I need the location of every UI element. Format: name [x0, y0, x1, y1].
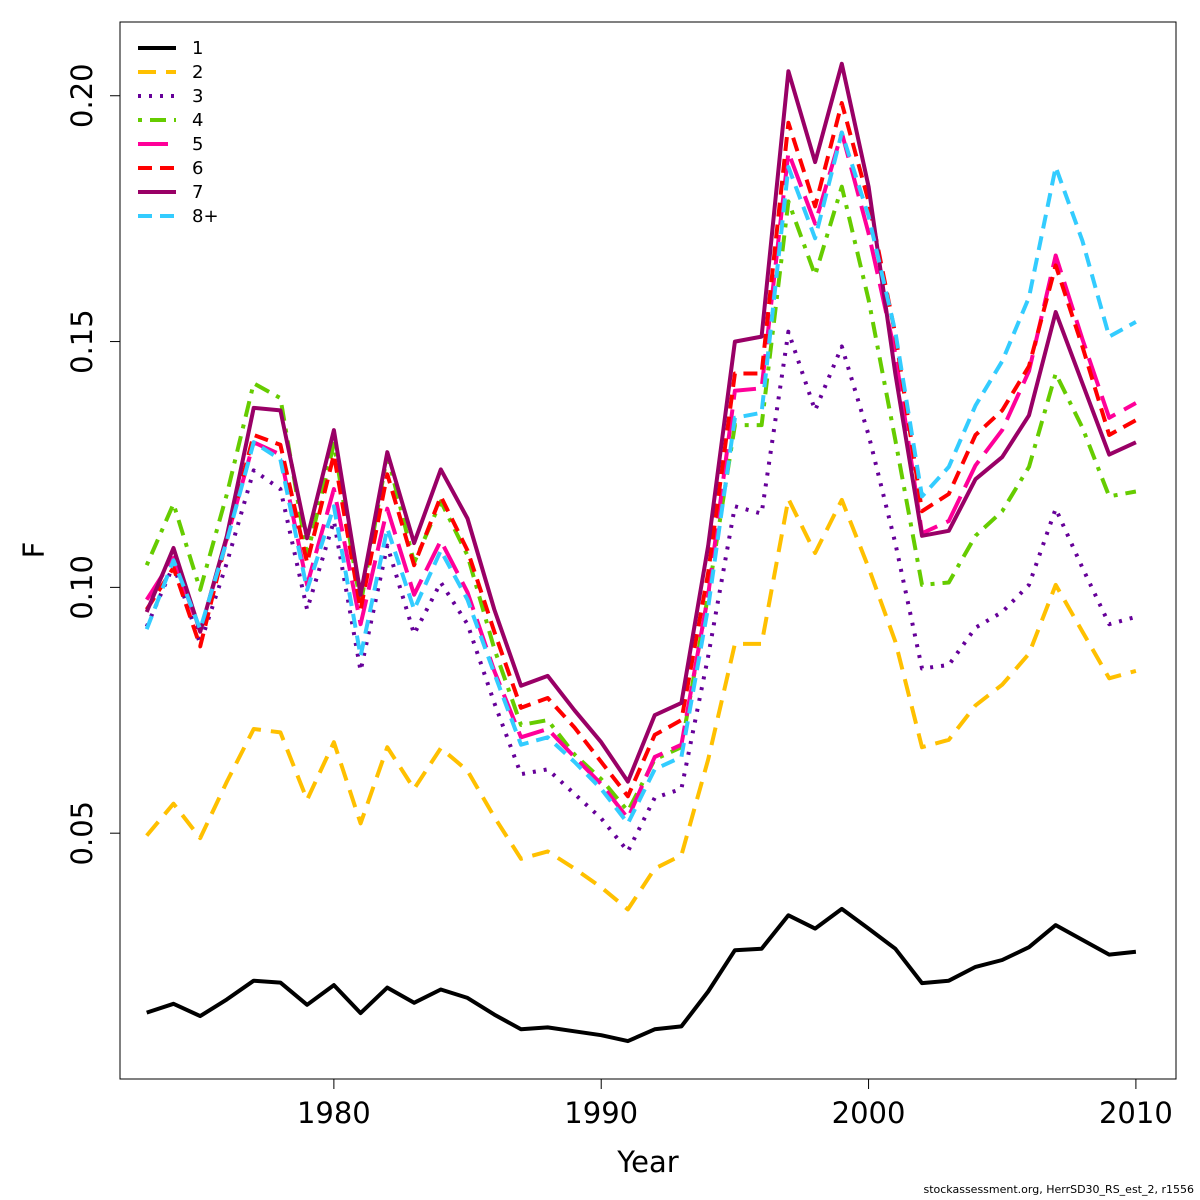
series-line-6 — [145, 101, 1137, 799]
y-tick-label: 0.10 — [65, 555, 99, 620]
legend-label-7: 7 — [192, 182, 203, 203]
legend-label-6: 6 — [192, 158, 203, 179]
x-tick-label: 2010 — [1099, 1096, 1173, 1130]
x-tick-label: 2000 — [832, 1096, 906, 1130]
series-line-5 — [145, 130, 1137, 821]
legend-label-5: 5 — [192, 134, 203, 155]
y-tick-label: 0.05 — [65, 801, 99, 866]
x-tick-label: 1990 — [564, 1096, 638, 1130]
credit-text: stockassessment.org, HerrSD30_RS_est_2, … — [923, 1183, 1194, 1196]
series-line-4 — [144, 184, 1137, 814]
series-line-7 — [144, 61, 1137, 784]
x-axis: 1980 1990 2000 2010 — [297, 1079, 1173, 1130]
x-tick-label: 1980 — [297, 1096, 371, 1130]
series-line-2 — [145, 496, 1137, 912]
legend-label-8: 8+ — [192, 206, 219, 227]
x-axis-label: Year — [616, 1145, 678, 1179]
legend-label-1: 1 — [192, 38, 203, 59]
legend-label-3: 3 — [192, 86, 203, 107]
y-axis: 0.05 0.10 0.15 0.20 — [65, 63, 120, 865]
legend: 1 2 3 4 5 6 7 8+ — [138, 38, 219, 227]
series-line-8 — [144, 130, 1137, 826]
y-tick-label: 0.15 — [65, 309, 99, 374]
series-line-1 — [146, 906, 1137, 1044]
series-line-3 — [144, 329, 1137, 854]
plot-frame — [119, 21, 1177, 1080]
legend-label-2: 2 — [192, 62, 203, 83]
legend-label-4: 4 — [192, 110, 203, 131]
y-axis-label: F — [17, 542, 51, 559]
y-tick-label: 0.20 — [65, 63, 99, 128]
series-layer — [144, 61, 1137, 1044]
